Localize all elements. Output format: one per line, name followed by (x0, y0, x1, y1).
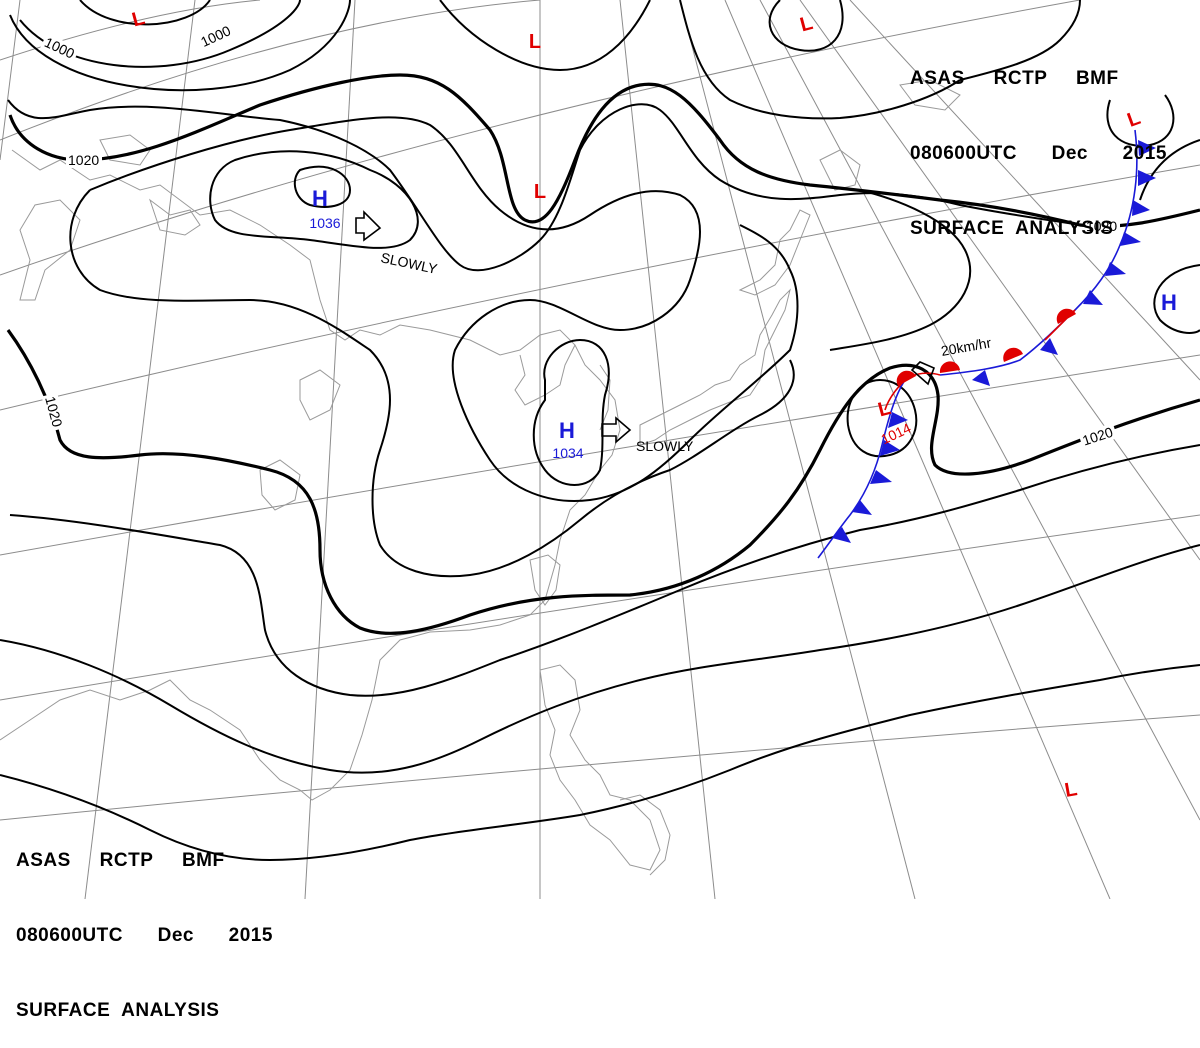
warm-front (884, 308, 1076, 411)
header-line-2: 080600UTC Dec 2015 (910, 143, 1167, 164)
low-symbol: L (1063, 778, 1079, 802)
header-bottom-left: ASAS RCTP BMF 080600UTC Dec 2015 SURFACE… (16, 798, 273, 1048)
arrow-slowly-1 (355, 210, 382, 242)
svg-text:1020: 1020 (1086, 218, 1117, 234)
low-symbol: L (798, 12, 815, 36)
arrow-20kmhr (910, 361, 936, 386)
svg-text:1020: 1020 (68, 152, 99, 168)
header-line-2: 080600UTC Dec 2015 (16, 925, 273, 946)
motion-label: SLOWLY (636, 438, 694, 454)
high-symbol: H (559, 418, 575, 443)
header-line-3: SURFACE ANALYSIS (16, 1000, 220, 1021)
header-line-3: SURFACE ANALYSIS (910, 218, 1114, 239)
coastlines (0, 79, 961, 876)
isobars-thin (0, 0, 1200, 862)
header-line-1: ASAS RCTP BMF (910, 68, 1119, 89)
cold-front (817, 129, 1156, 559)
header-top-right: ASAS RCTP BMF 080600UTC Dec 2015 SURFACE… (910, 16, 1167, 266)
motion-arrows (355, 210, 936, 444)
header-line-1: ASAS RCTP BMF (16, 850, 225, 871)
latlon-grid (0, 0, 1200, 899)
high-symbol: H (312, 186, 328, 211)
weather-map: H 1036 SLOWLY H 1034 SLOWLY H L 1014 20k… (0, 0, 1200, 899)
high-pressure-label: 1036 (309, 215, 340, 231)
high-symbol: H (1161, 290, 1177, 315)
high-pressure-label: 1034 (552, 445, 583, 461)
low-symbol: L (876, 397, 893, 421)
low-symbol: L (534, 181, 546, 203)
low-symbol: L (529, 31, 541, 53)
arrow-slowly-2 (601, 416, 632, 444)
isobars-bold (6, 73, 1200, 635)
low-symbol: L (130, 7, 147, 31)
svg-text:1020: 1020 (42, 394, 66, 428)
